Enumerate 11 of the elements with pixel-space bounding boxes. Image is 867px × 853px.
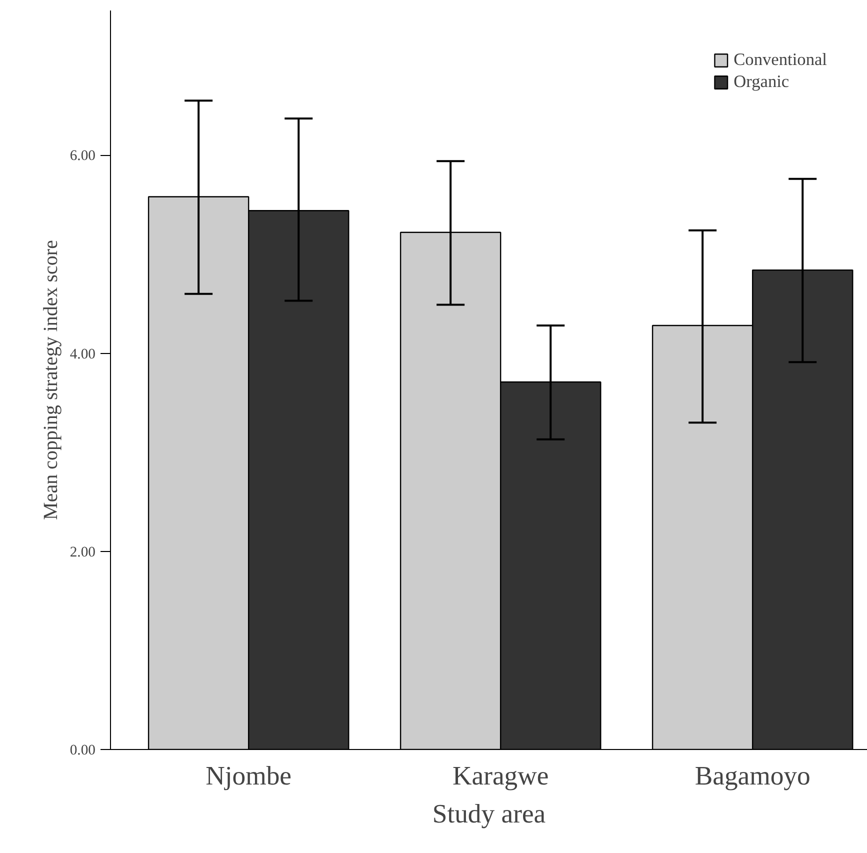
x-axis-title: Study area: [432, 798, 546, 828]
x-tick-label: Njombe: [206, 760, 292, 790]
y-tick-label: 4.00: [70, 346, 96, 362]
y-tick-label: 0.00: [70, 742, 96, 758]
legend-label: Organic: [734, 72, 790, 92]
x-tick-label: Bagamoyo: [694, 760, 810, 790]
x-tick-label: Karagwe: [452, 760, 549, 790]
y-tick-label: 6.00: [70, 148, 96, 164]
y-tick-label: 2.00: [70, 544, 96, 560]
legend-label: Conventional: [734, 50, 827, 70]
y-axis-title: Mean copping strategy index score: [40, 240, 62, 520]
